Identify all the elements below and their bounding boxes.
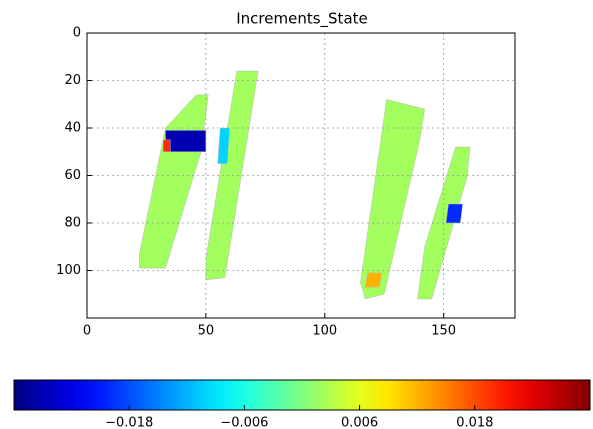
data-patch	[165, 130, 207, 152]
y-tick-label: 60	[64, 168, 81, 183]
y-tick-label: 100	[56, 263, 81, 278]
y-tick-label: 20	[64, 73, 81, 88]
x-tick-label: 100	[312, 324, 337, 339]
x-tick-label: 0	[83, 324, 91, 339]
colorbar-tick-label: −0.018	[105, 416, 153, 429]
colorbar-tick-label: −0.006	[220, 416, 268, 429]
data-patch	[445, 203, 463, 224]
data-patch	[364, 272, 383, 288]
data-patch	[217, 127, 230, 164]
y-tick-label: 40	[64, 121, 81, 136]
colorbar-tick-label: 0.006	[341, 416, 378, 429]
colorbar	[13, 379, 591, 411]
x-tick-label: 50	[198, 324, 215, 339]
data-patch	[360, 99, 425, 300]
colorbar-tick-label: 0.018	[456, 416, 493, 429]
data-patch	[162, 139, 171, 152]
x-tick-label: 150	[431, 324, 456, 339]
chart-title: Increments_State	[236, 10, 368, 29]
plot-frame	[86, 32, 516, 319]
y-tick-label: 0	[73, 26, 81, 41]
y-tick-label: 80	[64, 216, 81, 231]
